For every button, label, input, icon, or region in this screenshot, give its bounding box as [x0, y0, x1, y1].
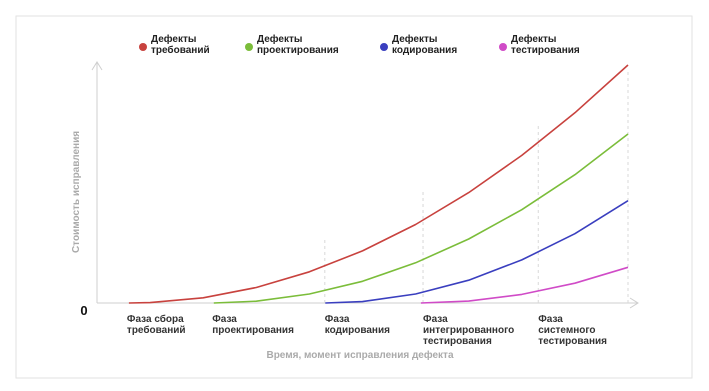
series-line — [325, 200, 629, 304]
legend-marker — [499, 43, 507, 51]
x-tick-label: Фаза интегрированного тестирования — [423, 314, 514, 347]
x-tick-label: Фаза сбора требований — [127, 313, 186, 336]
y-axis-arrow — [91, 61, 103, 71]
y-tick-label: 0 — [80, 303, 87, 318]
legend-marker — [245, 43, 253, 51]
legend-label: Дефекты требований — [151, 33, 210, 56]
legend-label: Дефекты тестирования — [511, 33, 580, 56]
frame — [15, 15, 693, 379]
series-line — [420, 266, 629, 304]
legend-marker — [139, 43, 147, 51]
series-line — [213, 133, 629, 304]
x-axis-label: Время, момент исправления дефекта — [266, 349, 453, 361]
x-axis-arrow — [629, 297, 639, 309]
x-tick-label: Фаза кодирования — [325, 314, 390, 336]
y-axis-label: Стоимость исправления — [71, 131, 82, 253]
legend-label: Дефекты проектирования — [257, 33, 339, 56]
x-tick-label: Фаза проектирования — [212, 314, 294, 336]
legend-label: Дефекты кодирования — [392, 33, 457, 56]
legend-marker — [380, 43, 388, 51]
series-line — [128, 64, 629, 304]
x-tick-label: Фаза системного тестирования — [538, 314, 607, 347]
